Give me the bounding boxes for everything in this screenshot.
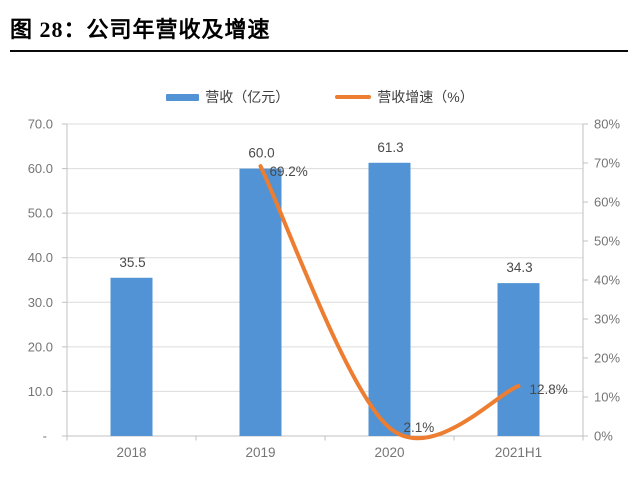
right-axis-label: 40% — [594, 273, 620, 288]
legend-growth-label: 营收增速（%） — [377, 89, 474, 105]
right-axis-label: 60% — [594, 195, 620, 210]
left-axis-label: 40.0 — [28, 250, 53, 265]
legend-bar-swatch — [166, 93, 200, 101]
legend-item-growth: 营收增速（%） — [335, 87, 474, 107]
left-axis-label: 30.0 — [28, 295, 53, 310]
legend-item-revenue: 营收（亿元） — [166, 87, 289, 107]
right-axis-label: 20% — [594, 351, 620, 366]
growth-label-2021H1: 12.8% — [530, 382, 568, 397]
x-axis-label-2019: 2019 — [245, 445, 275, 460]
right-axis-label: 50% — [594, 234, 620, 249]
bar-label-2018: 35.5 — [119, 255, 145, 270]
bar-label-2019: 60.0 — [248, 146, 274, 161]
right-axis-label: 30% — [594, 312, 620, 327]
right-axis-label: 10% — [594, 390, 620, 405]
left-axis-label: 60.0 — [28, 161, 53, 176]
right-axis-label: 0% — [594, 429, 613, 444]
growth-label-2019: 69.2% — [270, 164, 308, 179]
left-axis-label: 50.0 — [28, 206, 53, 221]
x-axis-label-2021H1: 2021H1 — [495, 445, 542, 460]
bar-2018 — [110, 277, 153, 436]
legend-line-swatch — [335, 95, 372, 99]
bar-2019 — [239, 168, 282, 437]
chart-legend: 营收（亿元） 营收增速（%） — [0, 85, 640, 109]
right-axis-label: 80% — [594, 117, 620, 132]
bar-label-2020: 61.3 — [377, 140, 403, 155]
figure-title: 图 28：公司年营收及增速 — [10, 12, 628, 52]
bar-2021H1 — [497, 283, 540, 436]
bar-2020 — [368, 162, 411, 436]
growth-line — [258, 164, 521, 441]
legend-revenue-label: 营收（亿元） — [205, 89, 290, 105]
left-axis-label: 10.0 — [28, 384, 53, 399]
left-axis-label: 70.0 — [28, 117, 53, 132]
x-axis-label-2020: 2020 — [374, 445, 404, 460]
growth-label-2020: 2.1% — [404, 420, 435, 435]
left-axis-label: - — [43, 429, 47, 444]
bar-label-2021H1: 34.3 — [506, 260, 532, 275]
right-axis-label: 70% — [594, 156, 620, 171]
left-axis-label: 20.0 — [28, 339, 53, 354]
x-axis-label-2018: 2018 — [116, 445, 146, 460]
